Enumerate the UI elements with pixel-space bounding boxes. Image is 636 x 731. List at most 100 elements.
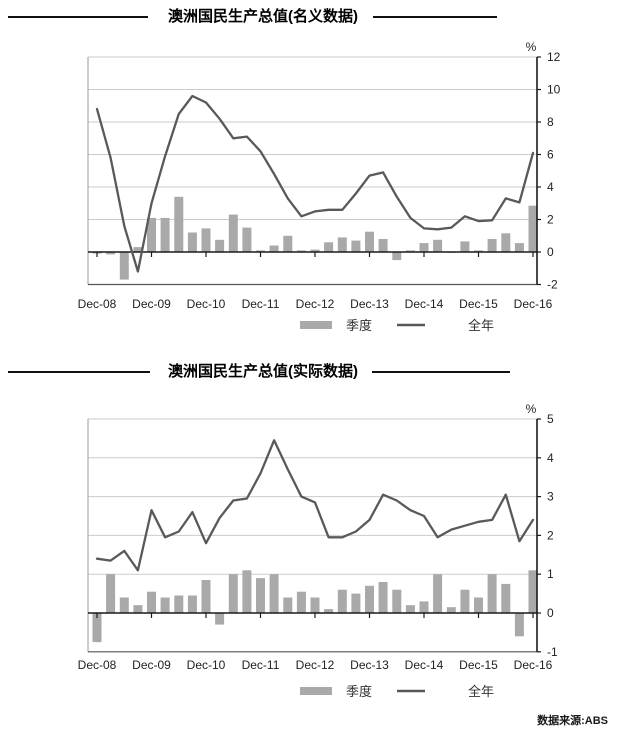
x-axis-tick-label: Dec-16 (514, 297, 553, 311)
quarterly-bar (147, 591, 156, 613)
quarterly-bar (337, 589, 347, 613)
title-rule-right (373, 16, 497, 18)
x-axis-tick-label: Dec-13 (350, 297, 389, 311)
quarterly-bar (433, 239, 443, 252)
quarterly-bar (501, 583, 511, 613)
real-gdp-chart: -1 0 1 2 3 4 5% Dec-08 Dec-09 Dec-10 Dec-11 Dec-12 D… (78, 402, 558, 699)
x-axis-tick-label: Dec-12 (296, 297, 335, 311)
quarterly-bar (133, 605, 143, 613)
quarterly-bar (269, 245, 279, 252)
quarterly-bar (433, 574, 443, 613)
quarterly-bar (201, 228, 211, 252)
x-axis-tick-label: Dec-12 (296, 658, 335, 672)
quarterly-bar (228, 574, 238, 613)
y-axis-unit-label: % (526, 40, 537, 54)
x-axis-tick-label: Dec-09 (132, 658, 171, 672)
y-axis-tick-label: 5 (547, 412, 554, 426)
x-axis-tick-label: Dec-14 (405, 297, 444, 311)
x-axis-tick-label: Dec-14 (405, 658, 444, 672)
chart1-title-row: 澳洲国民生产总值(名义数据) (0, 7, 636, 27)
x-axis-tick-label: Dec-16 (514, 658, 553, 672)
y-axis-tick-label: 0 (547, 606, 554, 620)
quarterly-bar (283, 235, 293, 253)
quarterly-bar (242, 227, 252, 252)
legend-bar-swatch (300, 687, 332, 695)
quarterly-bar (201, 580, 211, 613)
y-axis-tick-label: 2 (547, 213, 554, 227)
quarterly-bar (324, 609, 334, 613)
legend-line-label: 全年 (468, 684, 494, 699)
quarterly-bar (474, 597, 483, 613)
quarterly-bar (378, 239, 388, 252)
quarterly-bar (514, 243, 524, 252)
quarterly-bar (174, 196, 184, 253)
quarterly-bar (514, 613, 524, 637)
quarterly-bar (378, 582, 388, 613)
quarterly-bar (92, 613, 102, 643)
y-axis-tick-label: 4 (547, 180, 554, 194)
quarterly-bar (174, 595, 184, 613)
quarterly-bar (242, 570, 252, 613)
x-axis-tick-label: Dec-13 (350, 658, 389, 672)
x-axis-tick-label: Dec-08 (78, 297, 117, 311)
quarterly-bar (106, 252, 116, 255)
quarterly-bar (501, 233, 511, 252)
legend-bar-label: 季度 (346, 318, 372, 333)
x-axis-tick-label: Dec-10 (187, 658, 226, 672)
legend-line-label: 全年 (468, 318, 494, 333)
y-axis-unit-label: % (526, 402, 537, 416)
quarterly-bar (106, 574, 116, 613)
chart1-title: 澳洲国民生产总值(名义数据) (168, 8, 358, 25)
quarterly-bar (283, 597, 293, 613)
x-axis-tick-label: Dec-15 (459, 658, 498, 672)
quarterly-bar (119, 252, 129, 280)
quarterly-bar (256, 578, 265, 613)
quarterly-bar (269, 574, 279, 613)
quarterly-bar (405, 605, 415, 613)
chart2-title: 澳洲国民生产总值(实际数据) (168, 363, 358, 380)
y-axis-tick-label: 0 (547, 245, 554, 259)
quarterly-bar (487, 574, 497, 613)
quarterly-bar (215, 613, 225, 625)
y-axis-tick-label: 3 (547, 490, 554, 504)
chart2-title-row: 澳洲国民生产总值(实际数据) (0, 362, 636, 382)
legend-bar-swatch (300, 321, 332, 329)
quarterly-bar (419, 601, 429, 613)
nominal-gdp-chart: -2 0 2 4 6 8 10 12% Dec-08 Dec-09 Dec-10 Dec-11 Dec-… (78, 40, 561, 333)
y-axis-tick-label: 12 (547, 50, 561, 64)
quarterly-bar (133, 247, 143, 252)
quarterly-bar (160, 217, 170, 252)
quarterly-bar (419, 243, 429, 252)
x-axis-tick-label: Dec-08 (78, 658, 117, 672)
y-axis-tick-label: 6 (547, 148, 554, 162)
quarterly-bar (187, 595, 197, 613)
y-axis-tick-label: 2 (547, 528, 554, 542)
quarterly-bar (528, 205, 538, 252)
legend-bar-label: 季度 (346, 684, 372, 699)
quarterly-bar (351, 240, 361, 252)
title-rule-right (372, 371, 510, 373)
y-axis-tick-label: 8 (547, 115, 554, 129)
quarterly-bar (392, 252, 402, 261)
annual-line (95, 94, 535, 273)
quarterly-bar (228, 214, 238, 252)
x-axis-tick-label: Dec-09 (132, 297, 171, 311)
x-axis-tick-label: Dec-11 (242, 658, 280, 672)
quarterly-bar (147, 217, 156, 252)
title-rule-left (8, 16, 148, 18)
annual-line (95, 439, 535, 572)
y-axis-tick-label: -2 (547, 278, 558, 292)
quarterly-bar (351, 593, 361, 613)
quarterly-bar (460, 241, 470, 252)
y-axis-tick-label: 4 (547, 451, 554, 465)
quarterly-bar (310, 249, 320, 252)
quarterly-bar (337, 237, 347, 252)
quarterly-bar (365, 585, 374, 613)
quarterly-bar (487, 239, 497, 252)
quarterly-bar (187, 232, 197, 252)
y-axis-tick-label: -1 (547, 645, 558, 659)
quarterly-bar (446, 607, 456, 613)
quarterly-bar (365, 231, 374, 252)
x-axis-tick-label: Dec-15 (459, 297, 498, 311)
